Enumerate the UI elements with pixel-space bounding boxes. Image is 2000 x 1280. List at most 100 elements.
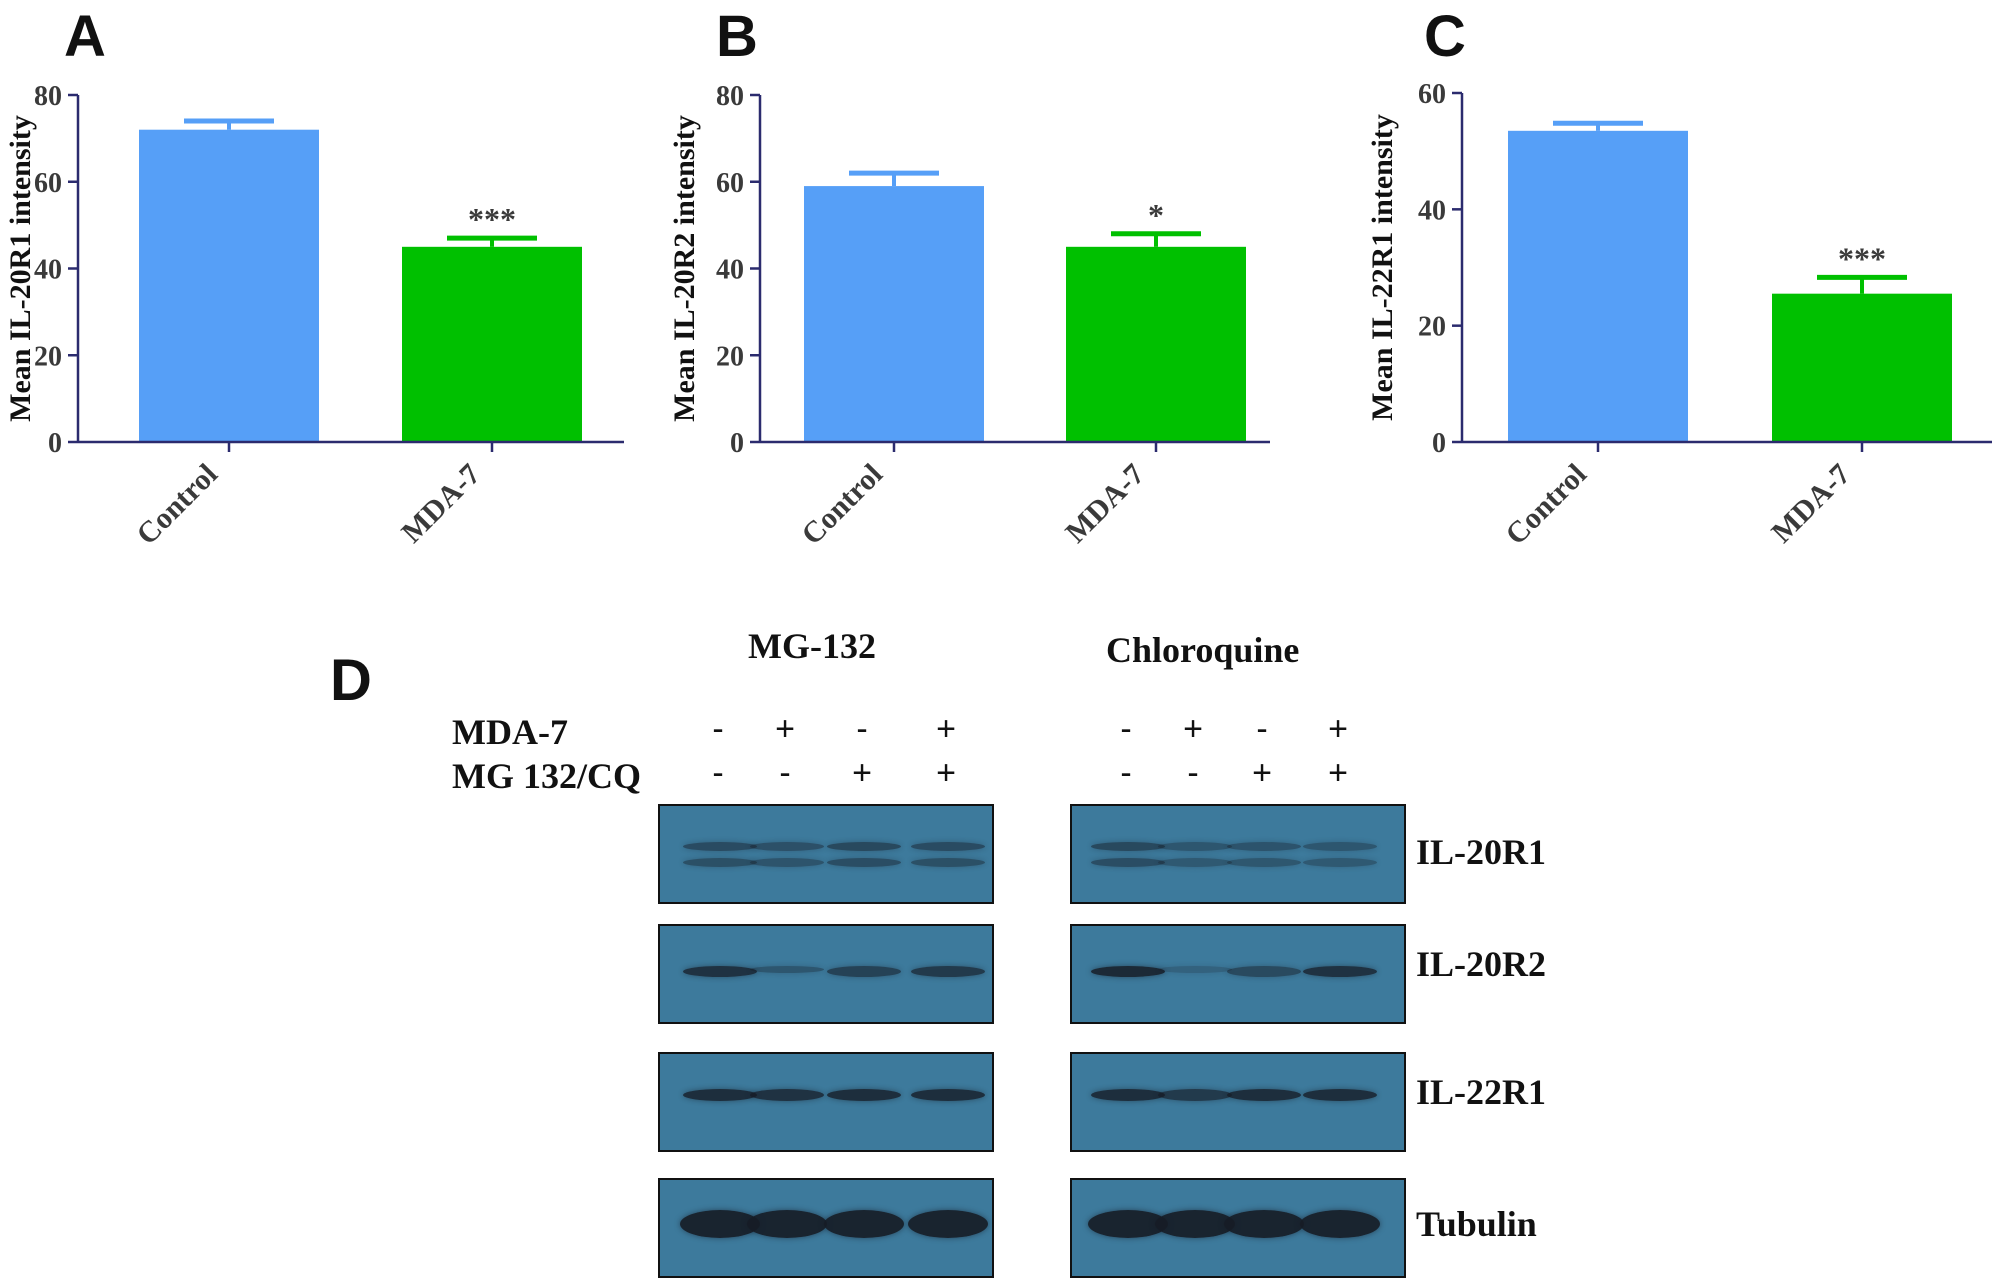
x-tick-label: Control <box>130 458 224 552</box>
treatment-sign: + <box>775 710 795 748</box>
blot-band <box>1158 966 1232 973</box>
group-label-chloroquine: Chloroquine <box>1106 630 1300 670</box>
blot-band <box>683 966 757 977</box>
bar-mda-7 <box>402 246 582 442</box>
x-tick-label: MDA-7 <box>1765 458 1857 550</box>
blot-band <box>1227 842 1301 851</box>
treatment-sign: + <box>1183 710 1203 748</box>
blot-band <box>1091 842 1165 851</box>
blot-band <box>750 858 824 867</box>
blot-il22r1-chloroquine <box>1070 1052 1406 1152</box>
blot-band <box>911 858 985 867</box>
y-tick-label: 60 <box>34 168 62 199</box>
blot-band <box>1091 858 1165 867</box>
blot-band <box>827 858 901 867</box>
blot-il20r1-chloroquine <box>1070 804 1406 904</box>
significance-label: * <box>1148 197 1164 233</box>
blot-il20r2-mg132 <box>658 924 994 1024</box>
treatment-sign: - <box>1120 754 1132 792</box>
treatment-sign: + <box>1252 754 1272 792</box>
protein-label-il22r1: IL-22R1 <box>1416 1072 1547 1112</box>
y-tick-label: 0 <box>48 428 62 459</box>
bar-control <box>1508 130 1688 442</box>
x-tick-label: MDA-7 <box>1059 458 1151 550</box>
treatment-sign: + <box>936 710 956 748</box>
blot-il22r1-mg132 <box>658 1052 994 1152</box>
blot-band <box>1158 842 1232 851</box>
x-tick-label: Control <box>795 458 889 552</box>
y-tick-label: 40 <box>1418 195 1446 226</box>
blot-band <box>747 1210 827 1238</box>
y-tick-label: 20 <box>716 341 744 372</box>
y-tick-label: 80 <box>716 81 744 112</box>
blot-band <box>827 842 901 851</box>
y-tick-label: 40 <box>716 255 744 286</box>
y-tick-label: 60 <box>1418 79 1446 110</box>
panel-letter-a: A <box>64 4 106 69</box>
blot-band <box>1303 1089 1377 1101</box>
panel-letter-c: C <box>1424 4 1466 69</box>
blot-band <box>683 1089 757 1101</box>
treatment-sign: - <box>779 754 791 792</box>
treatment-sign: - <box>712 754 724 792</box>
blot-band <box>1303 966 1377 977</box>
blot-band <box>911 1089 985 1101</box>
condition-label-mg132-cq: MG 132/CQ <box>452 756 641 796</box>
blot-band <box>1088 1210 1168 1238</box>
blot-band <box>908 1210 988 1238</box>
blot-il20r1-mg132 <box>658 804 994 904</box>
y-axis-label: Mean IL-20R2 intensity <box>668 115 701 422</box>
blot-band <box>1091 966 1165 977</box>
treatment-sign: - <box>1256 710 1268 748</box>
y-tick-label: 20 <box>1418 312 1446 343</box>
treatment-sign: - <box>712 710 724 748</box>
treatment-sign: + <box>852 754 872 792</box>
y-tick-label: 0 <box>1432 428 1446 459</box>
blot-band <box>1155 1210 1235 1238</box>
blot-il20r2-chloroquine <box>1070 924 1406 1024</box>
y-tick-label: 60 <box>716 168 744 199</box>
panel-letter-d: D <box>330 648 372 713</box>
blot-tubulin-mg132 <box>658 1178 994 1278</box>
blot-band <box>1303 858 1377 867</box>
blot-band <box>911 966 985 977</box>
y-axis-label: Mean IL-20R1 intensity <box>4 115 37 422</box>
protein-label-il20r2: IL-20R2 <box>1416 944 1547 984</box>
bar-mda-7 <box>1772 293 1952 442</box>
blot-band <box>911 842 985 851</box>
panel-letter-b: B <box>716 4 758 69</box>
blot-band <box>1158 1089 1232 1101</box>
blot-band <box>750 1089 824 1101</box>
blot-band <box>750 842 824 851</box>
treatment-sign: - <box>856 710 868 748</box>
blot-band <box>1224 1210 1304 1238</box>
blot-band <box>1303 842 1377 851</box>
blot-tubulin-chloroquine <box>1070 1178 1406 1278</box>
blot-band <box>1091 1089 1165 1101</box>
group-label-mg132: MG-132 <box>748 626 876 666</box>
blot-band <box>1300 1210 1380 1238</box>
treatment-sign: - <box>1120 710 1132 748</box>
protein-label-tubulin: Tubulin <box>1416 1204 1537 1244</box>
y-tick-label: 40 <box>34 255 62 286</box>
blot-band <box>683 842 757 851</box>
blot-band <box>680 1210 760 1238</box>
protein-label-il20r1: IL-20R1 <box>1416 832 1547 872</box>
blot-band <box>1227 966 1301 977</box>
treatment-sign: + <box>1328 754 1348 792</box>
blot-band <box>750 966 824 973</box>
treatment-sign: + <box>1328 710 1348 748</box>
y-tick-label: 80 <box>34 81 62 112</box>
blot-band <box>827 966 901 977</box>
significance-label: *** <box>468 201 516 237</box>
x-tick-label: Control <box>1499 458 1593 552</box>
blot-band <box>1227 858 1301 867</box>
blot-band <box>827 1089 901 1101</box>
blot-band <box>1158 858 1232 867</box>
y-tick-label: 0 <box>730 428 744 459</box>
condition-label-mda7: MDA-7 <box>452 712 568 752</box>
bar-control <box>139 129 319 442</box>
x-tick-label: MDA-7 <box>395 458 487 550</box>
significance-label: *** <box>1838 240 1886 276</box>
y-axis-label: Mean IL-22R1 intensity <box>1366 114 1399 421</box>
